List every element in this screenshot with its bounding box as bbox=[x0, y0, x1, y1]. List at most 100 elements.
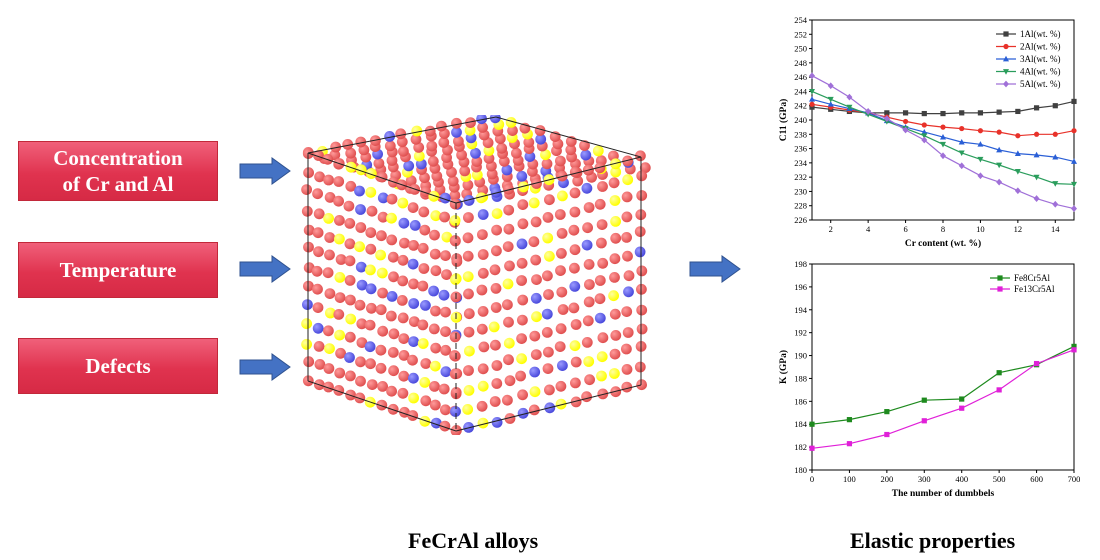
bulk-modulus-vs-dumbbells-chart: 180 182 184 186 188 190 192 194 196 198 0 100 200 300… bbox=[778, 259, 1080, 499]
data-point bbox=[827, 101, 834, 107]
data-point bbox=[1003, 69, 1009, 75]
y-tick-label: 250 bbox=[794, 44, 807, 54]
data-point bbox=[958, 138, 965, 145]
data-point bbox=[959, 110, 965, 116]
factor-label-defects: Defects bbox=[85, 353, 151, 378]
data-point bbox=[996, 387, 1002, 393]
data-point bbox=[921, 418, 927, 424]
y-tick-label: 196 bbox=[794, 282, 807, 292]
factor-box-temperature: Temperature bbox=[18, 242, 218, 298]
x-tick-label: 8 bbox=[941, 224, 945, 234]
data-point bbox=[977, 141, 984, 147]
y-tick-label: 242 bbox=[794, 101, 807, 111]
data-point bbox=[977, 110, 984, 116]
legend-entry: 3Al(wt. %) bbox=[1020, 54, 1061, 64]
x-tick-label: 6 bbox=[903, 224, 907, 234]
data-point bbox=[958, 150, 965, 157]
y-tick-label: 244 bbox=[794, 86, 808, 96]
legend: 1Al(wt. %) 2Al(wt. %) 3Al(wt. %) 4Al(wt. %)… bbox=[996, 29, 1061, 89]
x-tick-label: 400 bbox=[955, 474, 968, 484]
y-tick-label: 226 bbox=[794, 215, 807, 225]
data-point bbox=[1014, 187, 1021, 195]
series-line bbox=[811, 345, 1075, 425]
data-point bbox=[827, 82, 834, 90]
y-tick-label: 236 bbox=[794, 144, 807, 154]
x-tick-label: 100 bbox=[843, 474, 856, 484]
data-point bbox=[1033, 151, 1040, 158]
data-point bbox=[884, 431, 890, 438]
series-line bbox=[811, 349, 1075, 449]
y-tick-label: 234 bbox=[794, 158, 808, 168]
data-point bbox=[902, 118, 909, 125]
data-point bbox=[902, 126, 909, 134]
arrow-right-icon bbox=[239, 157, 291, 185]
y-tick-label: 194 bbox=[794, 305, 808, 315]
series bbox=[809, 72, 1077, 212]
x-tick-label: 300 bbox=[918, 474, 931, 484]
data-point bbox=[1033, 131, 1040, 137]
legend-entry: 2Al(wt. %) bbox=[1020, 42, 1061, 52]
data-point bbox=[958, 162, 965, 170]
data-point bbox=[940, 124, 946, 130]
y-axis-label: C11 (GPa) bbox=[778, 99, 789, 141]
data-point bbox=[921, 133, 928, 139]
y-tick-label: 248 bbox=[794, 58, 807, 68]
data-point bbox=[809, 104, 815, 110]
data-point bbox=[1015, 133, 1021, 139]
data-point bbox=[977, 172, 984, 180]
data-point bbox=[827, 96, 834, 103]
data-point bbox=[996, 146, 1003, 153]
data-point bbox=[884, 110, 890, 116]
data-point bbox=[996, 109, 1002, 115]
data-point bbox=[1003, 43, 1009, 50]
y-tick-label: 184 bbox=[794, 419, 808, 429]
data-point bbox=[940, 141, 946, 148]
cube-frame bbox=[307, 116, 642, 432]
y-tick-label: 188 bbox=[794, 373, 807, 383]
x-tick-label: 10 bbox=[976, 224, 985, 234]
data-point bbox=[1052, 103, 1058, 109]
x-tick-label: 500 bbox=[993, 474, 1006, 484]
y-tick-label: 254 bbox=[794, 15, 808, 25]
data-point bbox=[997, 275, 1003, 281]
x-tick-label: 4 bbox=[866, 224, 871, 234]
x-tick-label: 0 bbox=[810, 474, 814, 484]
data-point bbox=[809, 72, 815, 80]
data-point bbox=[846, 104, 853, 111]
factor-label-concentration-line2: of Cr and Al bbox=[62, 172, 174, 196]
data-point bbox=[997, 286, 1003, 292]
x-tick-label: 700 bbox=[1068, 474, 1080, 484]
data-point bbox=[1071, 181, 1077, 188]
data-point bbox=[921, 128, 928, 135]
data-point bbox=[809, 421, 815, 427]
data-point bbox=[921, 397, 927, 403]
data-point bbox=[1052, 181, 1059, 187]
legend-entry: Fe8Cr5Al bbox=[1014, 273, 1050, 283]
data-point bbox=[940, 110, 946, 117]
data-point bbox=[940, 133, 946, 140]
caption-fecral-alloys: FeCrAl alloys bbox=[408, 528, 539, 553]
data-point bbox=[1014, 150, 1021, 156]
data-point bbox=[846, 93, 853, 101]
data-point bbox=[902, 110, 909, 116]
caption-elastic-properties: Elastic properties bbox=[850, 528, 1016, 553]
data-point bbox=[977, 156, 984, 163]
x-tick-label: 12 bbox=[1014, 224, 1023, 234]
fecral-atom-cube bbox=[301, 115, 651, 435]
data-point bbox=[846, 441, 853, 447]
factor-box-concentration: Concentration of Cr and Al bbox=[18, 141, 218, 201]
x-tick-label: 200 bbox=[880, 474, 893, 484]
data-point bbox=[1071, 98, 1077, 105]
y-tick-label: 190 bbox=[794, 351, 807, 361]
data-point bbox=[1033, 174, 1040, 181]
series bbox=[809, 89, 1077, 188]
series bbox=[809, 101, 1077, 139]
data-point bbox=[809, 445, 815, 451]
data-point bbox=[809, 89, 815, 95]
x-axis-label: The number of dumbbels bbox=[892, 489, 995, 499]
data-point bbox=[996, 178, 1003, 186]
data-point bbox=[921, 110, 927, 117]
y-tick-label: 182 bbox=[794, 442, 807, 452]
data-point bbox=[940, 152, 946, 160]
